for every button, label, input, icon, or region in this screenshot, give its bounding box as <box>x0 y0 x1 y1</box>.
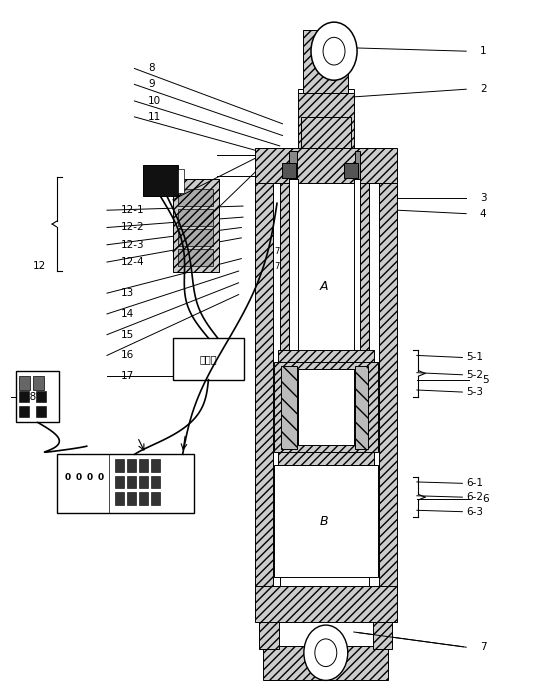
Bar <box>57 454 194 513</box>
Bar <box>274 362 378 452</box>
Circle shape <box>304 625 348 680</box>
Bar <box>354 179 360 445</box>
Bar <box>151 459 160 472</box>
Circle shape <box>323 38 345 65</box>
Text: 12-2: 12-2 <box>121 222 145 233</box>
Bar <box>298 369 354 445</box>
Bar <box>127 476 136 488</box>
Bar <box>278 452 373 465</box>
Bar <box>151 492 160 505</box>
Bar <box>278 350 373 362</box>
Bar <box>35 391 45 401</box>
Text: 5-2: 5-2 <box>466 370 483 380</box>
Bar <box>178 249 213 266</box>
Bar <box>255 183 273 585</box>
Text: 12-4: 12-4 <box>121 257 145 267</box>
Text: 4: 4 <box>480 208 486 219</box>
Text: B: B <box>319 515 328 528</box>
Bar <box>17 371 59 422</box>
Text: 0: 0 <box>75 473 81 482</box>
Text: 6-3: 6-3 <box>466 507 483 516</box>
Bar <box>140 459 148 472</box>
Text: 3: 3 <box>480 193 486 203</box>
Text: 驱动器: 驱动器 <box>199 354 217 364</box>
Text: 18: 18 <box>24 392 37 402</box>
Bar <box>355 366 368 449</box>
Bar <box>127 459 136 472</box>
Text: 0: 0 <box>98 473 104 482</box>
Bar <box>115 476 124 488</box>
Text: 14: 14 <box>121 309 134 319</box>
Bar <box>369 183 379 585</box>
Bar <box>173 338 244 380</box>
Text: 9: 9 <box>148 79 155 89</box>
Bar <box>289 151 297 179</box>
Bar <box>283 163 296 178</box>
Bar <box>178 169 184 193</box>
Bar <box>344 163 358 178</box>
Bar <box>178 229 213 245</box>
Text: 2: 2 <box>480 84 486 94</box>
Bar <box>281 366 297 449</box>
Bar <box>115 492 124 505</box>
Bar <box>19 376 30 390</box>
Bar <box>19 406 29 417</box>
Bar <box>255 148 397 183</box>
Text: A: A <box>319 279 328 293</box>
Bar <box>19 391 29 401</box>
Bar <box>142 165 178 197</box>
Text: 6: 6 <box>483 494 489 504</box>
Text: 17: 17 <box>121 372 134 381</box>
Bar <box>355 151 360 179</box>
Bar <box>127 492 136 505</box>
Text: 13: 13 <box>121 288 134 298</box>
Bar <box>298 93 354 183</box>
Text: 6-2: 6-2 <box>466 492 483 502</box>
Text: 10: 10 <box>148 96 161 106</box>
Text: 5: 5 <box>483 374 489 385</box>
Text: 0: 0 <box>64 473 70 482</box>
Bar <box>289 183 360 445</box>
Text: 7: 7 <box>480 642 486 652</box>
Bar <box>298 89 354 93</box>
Bar <box>274 465 378 577</box>
Text: 0: 0 <box>86 473 93 482</box>
Bar <box>115 459 124 472</box>
Text: 12: 12 <box>33 261 46 270</box>
Bar <box>259 622 279 650</box>
Text: 8: 8 <box>148 63 155 73</box>
Bar <box>35 406 45 417</box>
Bar <box>379 183 397 585</box>
Bar <box>273 183 280 585</box>
Bar <box>289 179 298 445</box>
Text: 6-1: 6-1 <box>466 478 483 489</box>
Bar <box>173 179 219 273</box>
Bar <box>280 148 289 445</box>
Bar <box>140 476 148 488</box>
Bar <box>178 209 213 226</box>
Bar <box>140 492 148 505</box>
Circle shape <box>315 639 337 666</box>
Text: 7: 7 <box>274 262 280 271</box>
Bar <box>360 148 369 445</box>
Text: 15: 15 <box>121 330 134 339</box>
Text: 1: 1 <box>480 46 486 56</box>
Bar <box>373 622 392 650</box>
Bar <box>151 476 160 488</box>
Text: 16: 16 <box>121 351 134 360</box>
Text: 5-3: 5-3 <box>466 387 483 397</box>
Bar <box>178 189 213 206</box>
Bar <box>301 117 351 148</box>
Bar <box>255 585 397 622</box>
Circle shape <box>311 22 357 80</box>
Text: 11: 11 <box>148 112 161 122</box>
Text: 5-1: 5-1 <box>466 353 483 362</box>
Bar <box>304 31 348 93</box>
Bar <box>263 646 388 680</box>
Text: 7: 7 <box>274 247 280 256</box>
Bar <box>33 376 44 390</box>
Text: 12-1: 12-1 <box>121 205 145 215</box>
Text: 12-3: 12-3 <box>121 240 145 250</box>
